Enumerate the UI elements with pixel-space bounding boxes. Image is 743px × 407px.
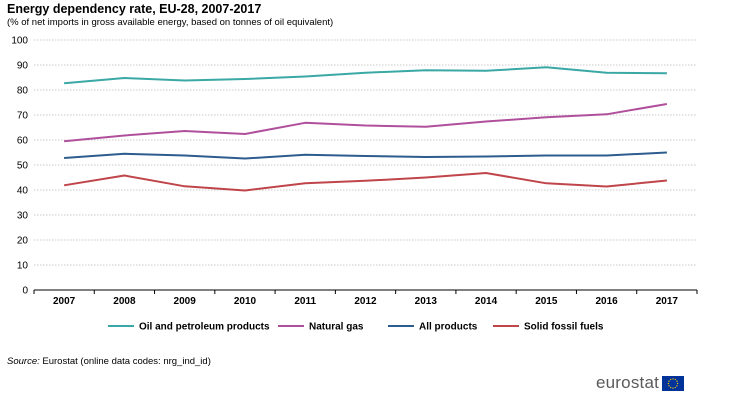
y-tick-label: 10 [17, 261, 29, 272]
logo-text: eurostat [596, 373, 660, 392]
grid-layer [34, 39, 697, 266]
eurostat-logo[interactable]: eurostat [596, 373, 685, 393]
series-line [64, 151, 667, 160]
x-tick-label: 2010 [234, 296, 257, 307]
legend: Oil and petroleum products Natural gas All… [108, 322, 604, 333]
x-tick-label: 2011 [294, 296, 316, 307]
flag-star [667, 382, 670, 384]
y-tick-label: 90 [17, 61, 29, 72]
x-tick-label: 2014 [475, 296, 498, 307]
series-layer [63, 66, 668, 192]
legend-label: Natural gas [309, 322, 364, 333]
flag-star [668, 380, 670, 382]
flag-star [676, 382, 679, 384]
flag-star [676, 380, 678, 382]
x-tick-label: 2007 [53, 296, 76, 307]
legend-label: Oil and petroleum products [139, 322, 270, 333]
x-tick-label: 2013 [415, 296, 438, 307]
x-tick-label: 2015 [535, 296, 558, 307]
eu-flag-icon [662, 375, 685, 391]
y-tick-label: 60 [17, 136, 29, 147]
x-tick-label: 2016 [595, 296, 618, 307]
flag-star [672, 386, 674, 389]
flag-star [670, 386, 672, 388]
source-text: Eurostat (online data codes: nrg_ind_id) [39, 356, 211, 367]
chart-subtitle: (% of net imports in gross available ene… [7, 17, 334, 28]
y-tick-label: 0 [22, 286, 28, 297]
flag-star [674, 386, 676, 388]
flag-star [670, 378, 672, 380]
x-tick-label: 2017 [656, 296, 679, 307]
chart-title: Energy dependency rate, EU-28, 2007-2017 [7, 2, 262, 16]
source-note: Source: Eurostat (online data codes: nrg… [7, 356, 211, 367]
series-line [64, 66, 667, 85]
flag-star [668, 384, 670, 386]
flag-star [672, 377, 674, 380]
line-chart: 0 10 20 30 40 50 60 70 80 90 100 2007 2008 2009 2010 20… [11, 36, 698, 333]
x-tick-label: 2008 [113, 296, 136, 307]
series-line [64, 103, 668, 143]
y-tick-label: 80 [17, 86, 29, 97]
flag-star [676, 384, 678, 386]
source-label: Source: [7, 356, 40, 367]
legend-label: Solid fossil fuels [524, 322, 604, 333]
x-tick-label: 2009 [174, 296, 197, 307]
axis-layer: 0 10 20 30 40 50 60 70 80 90 100 2007 2008 2009 2010 20… [11, 36, 698, 307]
flag-star [674, 378, 676, 380]
y-tick-label: 70 [17, 111, 29, 122]
x-tick-label: 2012 [354, 296, 377, 307]
series-line [63, 172, 667, 192]
legend-label: All products [419, 322, 478, 333]
y-tick-label: 50 [17, 161, 29, 172]
y-tick-label: 100 [11, 36, 28, 47]
y-tick-label: 40 [17, 186, 29, 197]
y-tick-label: 20 [17, 236, 29, 247]
y-tick-label: 30 [17, 211, 29, 222]
